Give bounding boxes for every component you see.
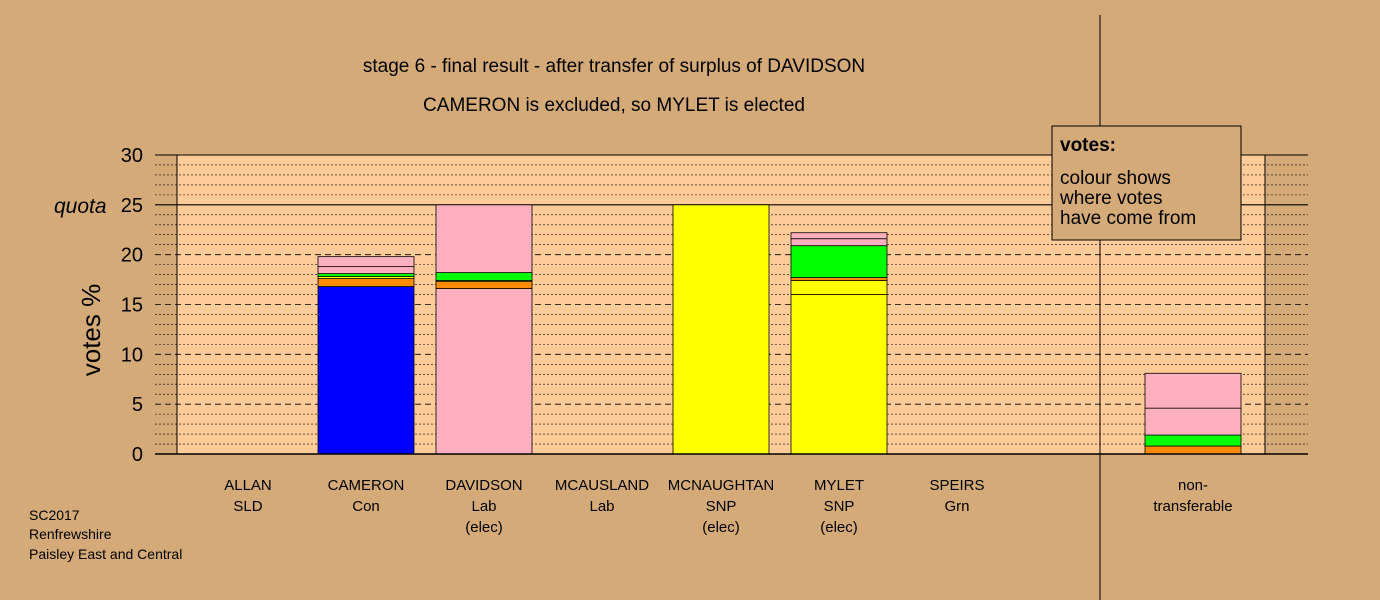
bar-segment-cameron-lab xyxy=(317,256,415,268)
footer-line-3: Paisley East and Central xyxy=(29,546,182,562)
y-tick-label: 25 xyxy=(121,195,143,217)
x-label-party: transferable xyxy=(1153,498,1232,515)
bar-segment-cameron-lab xyxy=(317,266,415,275)
bars xyxy=(317,204,1242,455)
x-label-status: (elec) xyxy=(465,519,503,536)
chart-subtitle: CAMERON is excluded, so MYLET is elected xyxy=(423,95,805,116)
bar-segment-davidson-lab xyxy=(435,288,533,455)
x-label-status: (elec) xyxy=(702,519,740,536)
legend: votes: colour shows where votes have com… xyxy=(1051,125,1242,241)
bar-segment-non-lab xyxy=(1144,372,1242,409)
bar-segment-davidson-sld xyxy=(435,281,533,289)
quota-label: quota xyxy=(54,195,107,218)
x-label-name: MCAUSLAND xyxy=(555,477,649,494)
x-label-name: SPEIRS xyxy=(929,477,984,494)
bar-segment-mylet-grn xyxy=(790,245,888,278)
x-label-party: Lab xyxy=(589,498,614,515)
x-label-name: DAVIDSON xyxy=(445,477,522,494)
bar-segment-mylet-lab xyxy=(790,232,888,240)
x-label-name: MCNAUGHTAN xyxy=(668,477,774,494)
bar-segment-non-sld xyxy=(1144,445,1242,455)
y-axis-label: votes % xyxy=(76,284,106,377)
bar-segment-non-lab xyxy=(1144,407,1242,436)
bar-segment-cameron-grn xyxy=(317,273,415,277)
y-tick-label: 0 xyxy=(132,444,143,466)
bar-segment-mylet-lab xyxy=(790,238,888,247)
chart-title: stage 6 - final result - after transfer … xyxy=(363,56,865,77)
x-label-party: SNP xyxy=(706,498,737,515)
bar-segment-mylet-sld xyxy=(790,277,888,281)
legend-line-1: colour shows xyxy=(1060,168,1171,189)
bar-segment-cameron-con xyxy=(317,286,415,455)
legend-box xyxy=(1051,125,1242,241)
x-label-party: Con xyxy=(352,498,380,515)
bar-segment-davidson-grn xyxy=(435,272,533,281)
legend-heading: votes: xyxy=(1060,135,1116,156)
y-tick-label: 5 xyxy=(132,394,143,416)
x-label-party: Lab xyxy=(471,498,496,515)
x-label-party: SLD xyxy=(233,498,262,515)
footer-line-1: SC2017 xyxy=(29,507,80,523)
bar-segment-mcnaughtan-snp xyxy=(672,204,770,455)
y-tick-label: 10 xyxy=(121,344,143,366)
y-tick-label: 20 xyxy=(121,245,143,267)
x-label-name: CAMERON xyxy=(328,477,405,494)
bar-segment-non-grn xyxy=(1144,434,1242,447)
x-label-party: Grn xyxy=(944,498,969,515)
bar-segment-davidson-lab xyxy=(435,204,533,274)
bar-segment-mylet-snp xyxy=(790,280,888,295)
x-label-name: non- xyxy=(1178,477,1208,494)
y-ticks: 0 5 10 15 20 25 30 xyxy=(121,145,143,466)
x-label-status: (elec) xyxy=(820,519,858,536)
x-label-name: MYLET xyxy=(814,477,864,494)
y-tick-label: 30 xyxy=(121,145,143,167)
x-labels: ALLAN SLD CAMERON Con DAVIDSON Lab (elec) MCAUS… xyxy=(224,477,1232,536)
bar-segment-cameron-sld xyxy=(317,278,415,287)
bar-segment-mylet-snp xyxy=(790,294,888,455)
x-label-name: ALLAN xyxy=(224,477,272,494)
legend-line-3: have come from xyxy=(1060,208,1196,229)
footer-line-2: Renfrewshire xyxy=(29,526,112,542)
y-tick-label: 15 xyxy=(121,295,143,317)
legend-line-2: where votes xyxy=(1059,188,1162,209)
x-label-party: SNP xyxy=(824,498,855,515)
